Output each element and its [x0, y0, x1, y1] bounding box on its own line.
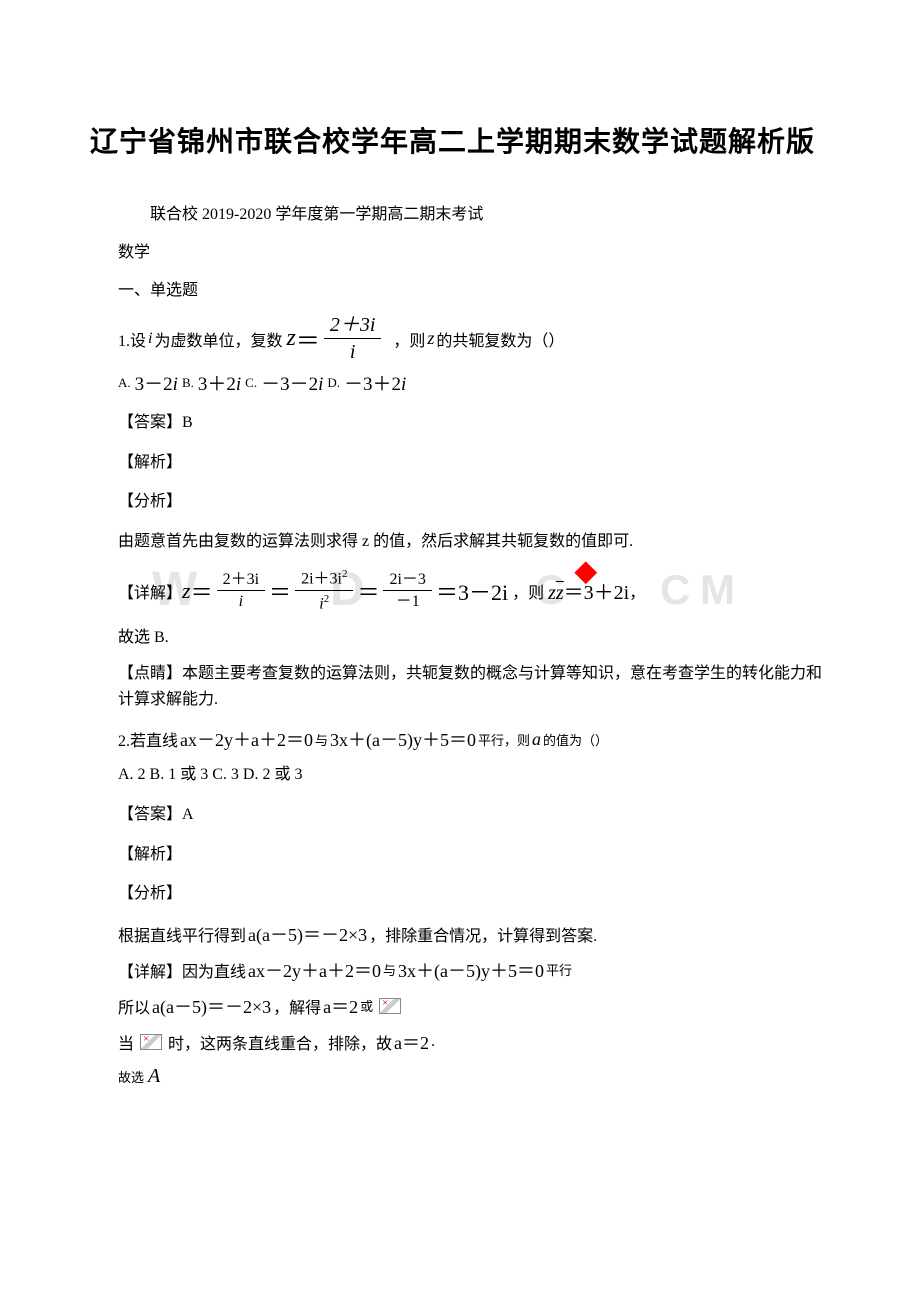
q2-suoyi-eq: a(a－5)＝－2×3 — [152, 993, 271, 1019]
q2-fenxi-text: 根据直线平行得到 a(a－5)＝－2×3 ，排除重合情况，计算得到答案. — [90, 921, 830, 947]
broken-image-icon-2 — [140, 1033, 162, 1051]
q2-dang-eq: a＝2 — [394, 1029, 429, 1055]
q1-options: A. 3－2i B. 3＋2i C. －3－2i D. －3＋2i — [90, 369, 830, 396]
q1-equation: z ＝ 2＋3i i — [286, 314, 385, 363]
q2-xiangjie: 【详解】因为直线 ax－2y＋a＋2＝0 与 3x＋(a－5)y＋5＝0 平行 — [90, 957, 830, 983]
q1-jingpin: 【点睛】本题主要考查复数的运算法则，共轭复数的概念与计算等知识，意在考查学生的转… — [90, 661, 830, 712]
q2-suoyi-mid: ，解得 — [273, 994, 321, 1018]
q1-zbar: zz＝3＋2i — [548, 576, 629, 605]
watermark-m: M — [700, 566, 737, 614]
q1-frac-den: i — [344, 339, 362, 363]
q2-fenxi-suf: ，排除重合情况，计算得到答案. — [369, 922, 597, 946]
q1-detail-equation: z＝ 2＋3ii ＝ 2i＋3i2i2 ＝ 2i－3－1 ＝3－2i — [182, 568, 508, 613]
q2-var-a: a — [532, 729, 541, 750]
q2-xj-eq2: 3x＋(a－5)y＋5＝0 — [398, 957, 544, 983]
q1-opt-c: －3－2i — [261, 369, 323, 396]
q1-opt-c-label: C. — [245, 375, 257, 391]
q1-opt-b-label: B. — [182, 375, 194, 391]
q1-var-i: i — [148, 330, 152, 348]
q2-answer: 【答案】A — [90, 802, 830, 828]
q1-xiangjie-label: 【详解】 — [118, 579, 182, 603]
q1-frac-num: 2＋3i — [324, 314, 382, 339]
q2-dang: 当 时，这两条直线重合，排除，故 a＝2 . — [90, 1029, 830, 1055]
q2-dang-suf: . — [431, 1033, 435, 1051]
q1-opt-a: 3－2i — [135, 369, 178, 396]
subject-label: 数学 — [90, 238, 830, 262]
q1-jiexi: 【解析】 — [90, 450, 830, 476]
q1-stem: 1.设 i 为虚数单位，复数 z ＝ 2＋3i i ，则 z 的共轭复数为（） — [90, 314, 830, 363]
q2-options: A. 2 B. 1 或 3 C. 3 D. 2 或 3 — [90, 762, 830, 788]
q2-suoyi-a: a＝2 — [323, 993, 358, 1019]
q1-opt-d: －3＋2i — [344, 369, 406, 396]
q2-mid: 与 — [315, 730, 328, 749]
q2-dang-mid: 时，这两条直线重合，排除，故 — [168, 1030, 392, 1054]
q1-ze: ，则 — [512, 579, 544, 603]
q2-stem: 2.若直线 ax－2y＋a＋2＝0 与 3x＋(a－5)y＋5＝0 平行，则 a… — [90, 726, 830, 752]
q2-suffix2: 的值为（） — [543, 730, 608, 749]
q2-jiexi: 【解析】 — [90, 842, 830, 868]
q2-eq1: ax－2y＋a＋2＝0 — [180, 726, 313, 752]
q1-mid2: ，则 — [393, 327, 425, 351]
q2-xj-suf: 平行 — [546, 960, 572, 979]
q1-answer: 【答案】B — [90, 410, 830, 436]
q1-mid1: 为虚数单位，复数 — [154, 327, 282, 351]
q1-var-z: z — [427, 328, 434, 349]
q2-eq2: 3x＋(a－5)y＋5＝0 — [330, 726, 476, 752]
q2-xj-eq1: ax－2y＋a＋2＝0 — [248, 957, 381, 983]
q2-fenxi-eq: a(a－5)＝－2×3 — [248, 921, 367, 947]
q1-fenxi-text: 由题意首先由复数的运算法则求得 z 的值，然后求解其共轭复数的值即可. — [90, 529, 830, 555]
section-header: 一、单选题 — [90, 276, 830, 300]
q2-choose: 故选 A — [90, 1065, 830, 1088]
q1-suffix: 的共轭复数为（） — [436, 327, 564, 351]
eq-sign: ＝ — [296, 321, 320, 356]
q2-fenxi-pre: 根据直线平行得到 — [118, 922, 246, 946]
q2-prefix: 2.若直线 — [118, 727, 178, 751]
q1-choose-b: 故选 B. — [90, 623, 830, 647]
q2-xiangjie-pre: 【详解】因为直线 — [118, 958, 246, 982]
q1-comma: ， — [629, 579, 645, 603]
q2-dang-pre: 当 — [118, 1030, 134, 1054]
q2-suoyi: 所以 a(a－5)＝－2×3 ，解得 a＝2 或 — [90, 993, 830, 1019]
q1-prefix: 1.设 — [118, 327, 146, 351]
q1-detail-eq: W D C ◆ C M 【详解】 z＝ 2＋3ii ＝ 2i＋3i2i2 ＝ 2… — [90, 568, 830, 613]
document-title: 辽宁省锦州市联合校学年高二上学期期末数学试题解析版 — [90, 120, 830, 160]
q1-opt-d-label: D. — [327, 375, 340, 391]
q1-opt-b: 3＋2i — [198, 369, 241, 396]
exam-header: 联合校 2019-2020 学年度第一学期高二期末考试 — [90, 200, 830, 224]
watermark-c2: C — [660, 566, 692, 614]
q1-opt-a-label: A. — [118, 375, 131, 391]
q1-fenxi-label: 【分析】 — [90, 489, 830, 515]
broken-image-icon — [379, 997, 401, 1015]
q2-fenxi-label: 【分析】 — [90, 881, 830, 907]
q2-suffix: 平行，则 — [478, 730, 530, 749]
q1-fraction: 2＋3i i — [324, 314, 382, 363]
q2-suoyi-pre: 所以 — [118, 994, 150, 1018]
q2-suoyi-or: 或 — [360, 996, 373, 1015]
q1-z: z — [286, 325, 295, 352]
q2-xj-mid: 与 — [383, 960, 396, 979]
